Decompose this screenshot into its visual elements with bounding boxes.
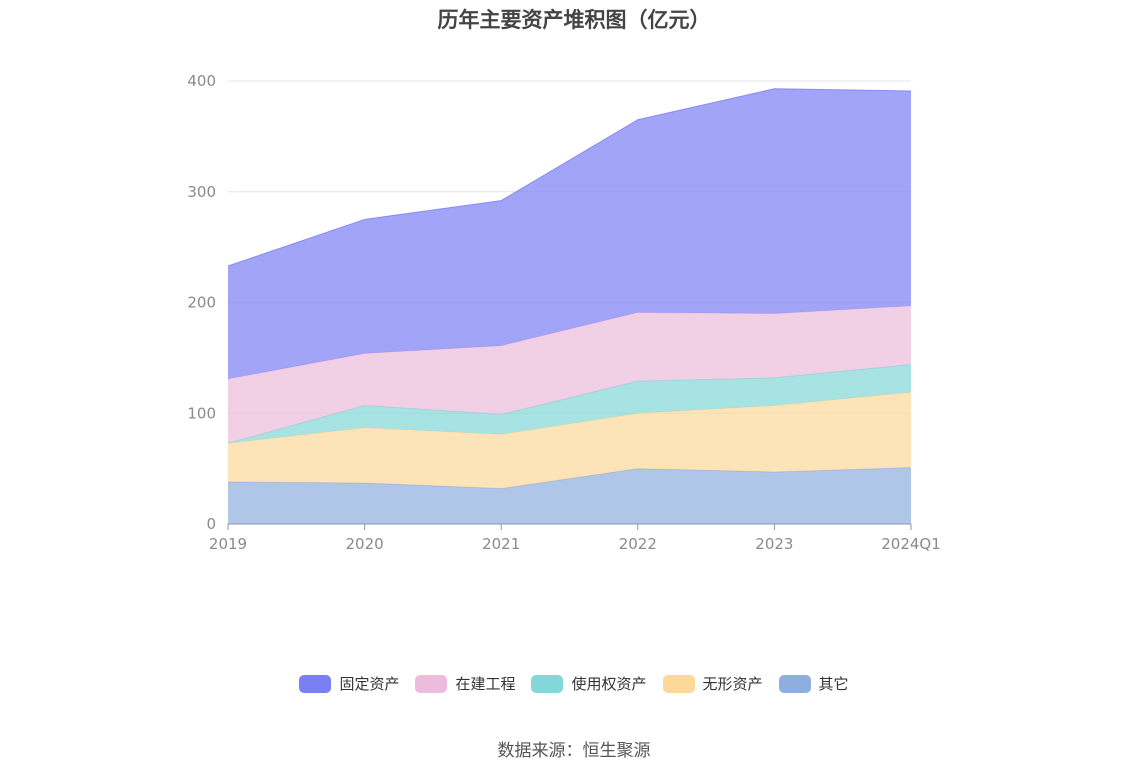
x-tick-label: 2022 — [619, 535, 657, 553]
legend-label: 其它 — [818, 675, 849, 693]
x-tick-label: 2019 — [209, 535, 247, 553]
legend-item[interactable]: 固定资产 — [299, 673, 399, 694]
area-使用权资产 — [228, 364, 911, 444]
legend-label: 无形资产 — [702, 675, 763, 693]
source-note: 数据来源：恒生聚源 — [497, 741, 651, 761]
y-tick-label: 400 — [187, 72, 216, 90]
legend-swatch — [299, 674, 332, 693]
chart-title: 历年主要资产堆积图（亿元） — [437, 8, 711, 32]
x-tick-label: 2020 — [346, 535, 384, 553]
legend-swatch — [531, 674, 564, 693]
legend-swatch — [778, 674, 811, 693]
legend-item[interactable]: 在建工程 — [415, 673, 515, 694]
legend-item[interactable]: 使用权资产 — [531, 673, 647, 694]
x-tick-label: 2023 — [755, 535, 793, 553]
y-tick-label: 200 — [187, 294, 216, 312]
legend-item[interactable]: 其它 — [778, 673, 849, 694]
area-固定资产 — [228, 88, 911, 379]
legend-label: 在建工程 — [455, 675, 516, 693]
legend-label: 使用权资产 — [571, 675, 647, 693]
x-tick-label: 2021 — [482, 535, 520, 553]
area-其它 — [228, 467, 911, 524]
legend-swatch — [415, 674, 448, 693]
axes: 0 100 200 300 400 2019 2020 2021 2022 2023 2024Q1 — [187, 72, 940, 553]
y-tick-label: 100 — [187, 404, 216, 422]
x-tick-label: 2024Q1 — [881, 535, 941, 553]
legend-item[interactable]: 无形资产 — [662, 673, 763, 694]
area-chart: 0 100 200 300 400 2019 2020 2021 2022 2023 2024Q1 — [187, 72, 940, 553]
area-无形资产 — [228, 392, 911, 489]
y-tick-label: 300 — [187, 183, 216, 201]
area-在建工程 — [228, 305, 911, 444]
legend: 固定资产 在建工程 使用权资产 无形资产 其它 — [0, 673, 1148, 694]
area-series — [227, 88, 912, 524]
legend-label: 固定资产 — [339, 675, 400, 693]
y-tick-label: 0 — [206, 515, 216, 533]
legend-swatch — [662, 674, 695, 693]
area-edge-固定资产 — [227, 88, 912, 267]
